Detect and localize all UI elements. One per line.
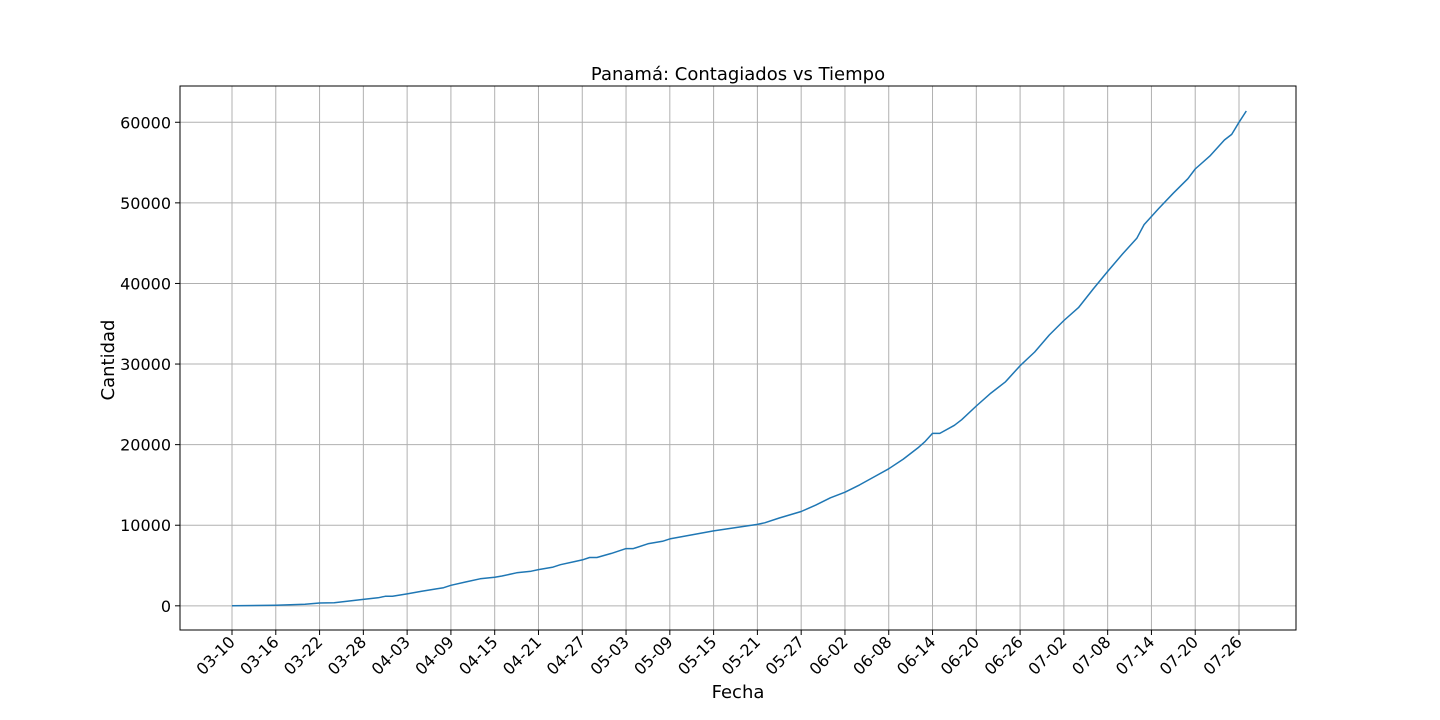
grid-layer <box>180 86 1296 630</box>
y-tick-label: 20000 <box>120 436 171 455</box>
chart-title: Panamá: Contagiados vs Tiempo <box>591 64 885 85</box>
y-tick-label: 30000 <box>120 355 171 374</box>
y-axis-label: Cantidad <box>98 320 119 401</box>
y-tick-label: 60000 <box>120 113 171 132</box>
y-tick-label: 50000 <box>120 194 171 213</box>
series-layer <box>231 110 1247 607</box>
y-tick-label: 0 <box>161 597 171 616</box>
series-line <box>231 110 1247 607</box>
x-axis-label: Fecha <box>712 682 765 703</box>
plot-frame <box>179 85 1297 631</box>
y-tick-label: 10000 <box>120 516 171 535</box>
y-tick-label: 40000 <box>120 274 171 293</box>
